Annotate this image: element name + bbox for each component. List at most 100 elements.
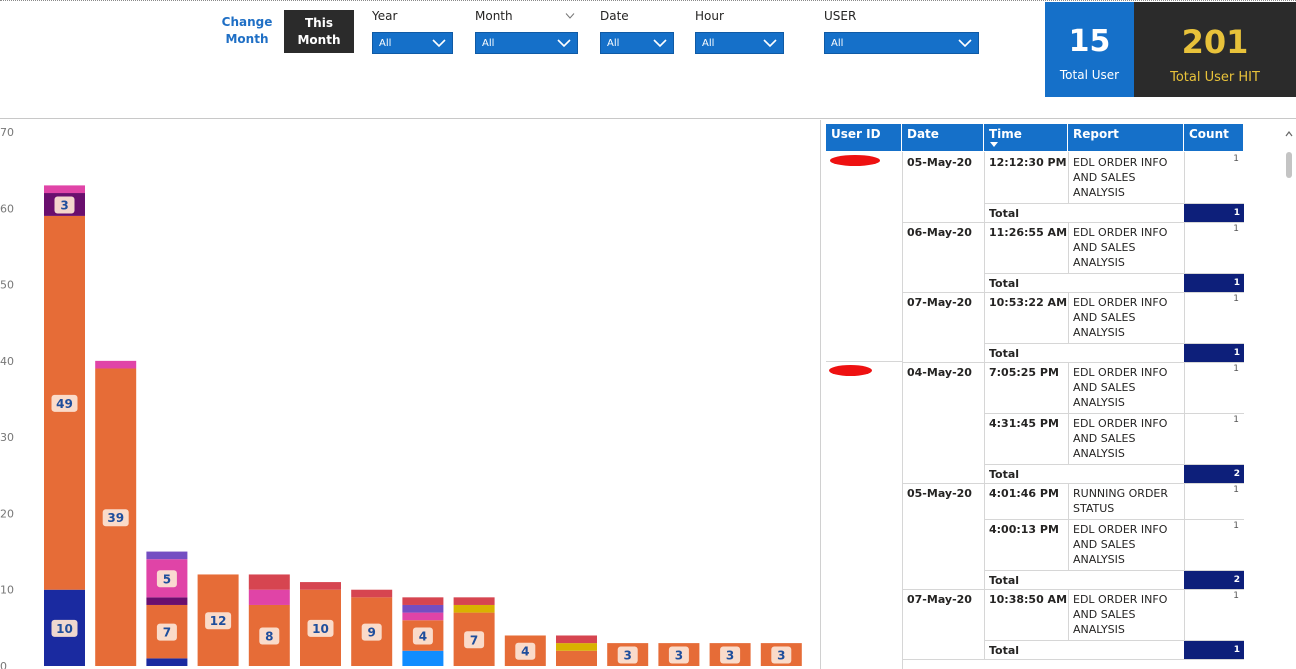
bar-segment [453,604,495,613]
top-dotted-border [0,0,1296,2]
table-cell-report: ANALYSIS [1073,396,1125,409]
table-cell-date: 04-May-20 [907,366,972,379]
filter-year-select[interactable]: All [372,32,453,54]
user-divider [826,361,902,362]
filter-month-value: All [482,38,495,49]
table-total-label: Total [989,277,1020,290]
data-label: 10 [56,622,73,636]
column-header-user-id[interactable]: User ID [826,124,902,151]
bar-segment [146,658,188,666]
filter-hour-value: All [702,38,715,49]
column-divider [1184,222,1185,273]
filter-month-expand-icon[interactable] [565,12,575,20]
data-label: 10 [312,622,329,636]
table-cell-report: ANALYSIS [1073,326,1125,339]
scroll-thumb[interactable] [1286,152,1292,178]
filter-hour: Hour All [695,8,784,54]
column-divider [1184,362,1185,464]
table-cell-report: AND SALES [1073,381,1136,394]
bar-segment [146,597,188,605]
table-total-count: 1 [1184,274,1244,292]
table-header: User ID Date Time Report Count [826,124,1244,151]
column-divider [1184,292,1185,343]
data-label-bg [156,570,177,588]
data-label-bg [205,612,232,630]
redacted-user-id [829,365,872,376]
table-cell-count: 1 [1233,415,1239,425]
table-cell-report: AND SALES [1073,311,1136,324]
column-header-time[interactable]: Time [984,124,1068,151]
column-divider [984,362,985,483]
y-tick-label: 30 [0,431,14,444]
group-divider [902,589,1244,590]
table-cell-count: 1 [1233,224,1239,234]
data-label-bg [771,646,792,664]
data-label-bg [51,619,78,637]
chevron-down-icon [432,39,446,48]
bar-segment [248,589,290,605]
column-divider [902,152,903,669]
filter-date-select[interactable]: All [600,32,674,54]
data-label: 4 [419,629,427,643]
table-cell-report: ANALYSIS [1073,256,1125,269]
data-label: 39 [107,511,124,525]
column-divider [1068,589,1069,640]
table-cell-report: ANALYSIS [1073,553,1125,566]
column-divider [984,222,985,292]
bar-segment [146,551,188,560]
y-tick-label: 20 [0,507,14,520]
column-header-report[interactable]: Report [1068,124,1184,151]
table-cell-time: 4:01:46 PM [989,487,1059,500]
table-cell-report: AND SALES [1073,241,1136,254]
table-cell-time: 7:05:25 PM [989,366,1059,379]
table-total-count: 2 [1184,571,1244,589]
bar-segment [351,589,393,598]
data-label-bg [54,196,75,214]
data-label-bg [259,627,280,645]
filter-date-label: Date [600,9,629,23]
data-label: 3 [60,198,68,212]
header-divider [0,118,1296,119]
column-header-count[interactable]: Count [1184,124,1244,151]
column-header-date[interactable]: Date [902,124,984,151]
chart-table-divider [820,120,821,669]
this-month-button[interactable]: This Month [284,10,354,53]
filter-hour-select[interactable]: All [695,32,784,54]
table-cell-report: EDL ORDER INFO [1073,226,1168,239]
row-divider [984,343,1244,344]
filter-year: Year All [372,8,453,54]
table-cell-report: AND SALES [1073,538,1136,551]
bar-segment [556,643,597,651]
chevron-down-icon [653,39,667,48]
filter-user-value: All [831,38,844,49]
kpi-total-user: 15 Total User [1045,2,1134,97]
table-scrollbar[interactable] [1284,124,1294,669]
table-cell-report: AND SALES [1073,432,1136,445]
table-total-label: Total [989,644,1020,657]
data-label: 12 [210,614,227,628]
table-cell-report: AND SALES [1073,171,1136,184]
data-label-bg [361,623,382,641]
sort-descending-icon[interactable] [990,142,998,147]
data-label-bg [412,627,433,645]
data-label: 3 [777,649,785,663]
row-divider [984,413,1244,414]
table-total-label: Total [989,468,1020,481]
table-cell-report: EDL ORDER INFO [1073,417,1168,430]
column-divider [1068,152,1069,203]
group-divider [902,222,1244,223]
table-cell-time: 10:38:50 AM [989,593,1068,606]
column-divider [984,152,985,222]
y-tick-label: 40 [0,355,14,368]
data-label-bg [668,646,689,664]
filter-month-select[interactable]: All [475,32,578,54]
filter-user-select[interactable]: All [824,32,979,54]
change-month-button[interactable]: Change Month [221,15,273,46]
bar-segment [300,582,341,590]
data-label-bg [515,642,536,660]
row-divider [984,273,1244,274]
bar-segment [453,597,495,605]
scroll-up-icon[interactable] [1284,129,1294,139]
table-cell-count: 1 [1233,591,1239,601]
table-cell-count: 1 [1233,521,1239,531]
